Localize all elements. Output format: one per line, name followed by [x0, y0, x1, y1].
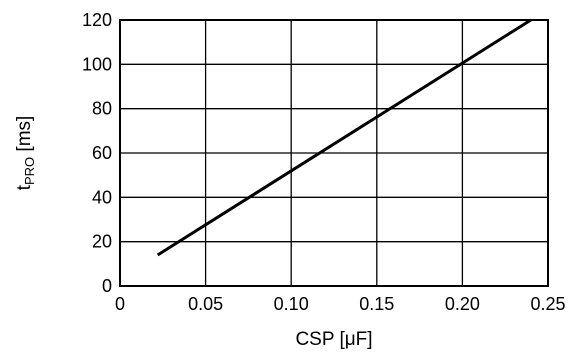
- plot-frame: [119, 19, 549, 287]
- y-axis-label-main: t: [14, 184, 35, 190]
- x-tick-label: 0.15: [359, 294, 394, 314]
- y-axis-label-unit: [ms]: [14, 116, 35, 157]
- y-axis-label: tPRO [ms]: [14, 116, 37, 191]
- y-tick-labels: 0 20 40 60 80 100 120: [82, 10, 112, 296]
- y-tick-label: 80: [92, 99, 112, 119]
- x-tick-label: 0.25: [530, 294, 565, 314]
- x-tick-label: 0.20: [445, 294, 480, 314]
- y-axis-label-subscript: PRO: [22, 157, 37, 185]
- y-tick-label: 120: [82, 10, 112, 30]
- x-tick-label: 0.05: [188, 294, 223, 314]
- series-line-0: [156, 18, 532, 257]
- y-tick-label: 100: [82, 54, 112, 74]
- x-axis-label: CSP [μF]: [295, 329, 372, 350]
- y-tick-label: 20: [92, 232, 112, 252]
- x-tick-label: 0.10: [274, 294, 309, 314]
- series-layer: [156, 18, 532, 257]
- x-tick-label: 0: [115, 294, 125, 314]
- y-tick-label: 0: [102, 276, 112, 296]
- y-tick-label: 60: [92, 143, 112, 163]
- grid: [120, 20, 548, 286]
- y-tick-label: 40: [92, 187, 112, 207]
- x-tick-labels: 0 0.05 0.10 0.15 0.20 0.25: [115, 294, 566, 314]
